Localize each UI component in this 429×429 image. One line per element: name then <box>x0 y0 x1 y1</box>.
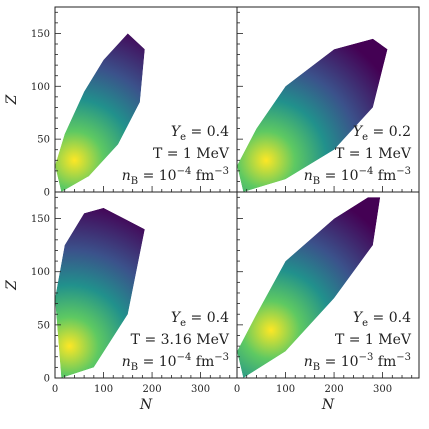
nuclear-distribution <box>55 33 145 193</box>
x-tick-label: 100 <box>276 384 295 395</box>
y-tick-label: 100 <box>31 267 50 278</box>
x-tick-label: 0 <box>52 384 58 395</box>
panel-bottom-left: 0 50 100 150 0 100 200 300 Z N Ye = 0.4 T = 3.16 Me… <box>4 191 238 413</box>
panel-bottom-right: 0 100 200 300 N Ye = 0.4 T = 1 MeV nB = 10−3 fm… <box>234 191 420 413</box>
nuclear-distribution <box>237 197 381 378</box>
annotation-line: T = 1 MeV <box>153 146 230 162</box>
annotation-line: Ye = 0.4 <box>353 310 411 329</box>
annotation-line: Ye = 0.4 <box>171 310 229 329</box>
annotation-line: Ye = 0.4 <box>171 124 229 143</box>
panels: 0 50 100 150 Z Ye = 0.4 T = 1 MeV nB = 10−4 fm−… <box>4 6 420 413</box>
y-axis-label: Z <box>4 280 20 291</box>
x-tick-label: 100 <box>94 384 113 395</box>
y-tick-label: 100 <box>31 82 50 93</box>
x-axis-label: N <box>139 397 153 413</box>
x-tick-label: 0 <box>234 384 240 395</box>
x-tick-label: 200 <box>143 384 162 395</box>
y-axis-label: Z <box>4 94 20 105</box>
annotation-line: Ye = 0.2 <box>353 124 411 143</box>
y-tick-label: 50 <box>37 320 50 331</box>
nuclear-distribution <box>237 38 388 193</box>
x-axis-label: N <box>321 397 335 413</box>
annotation-line: nB = 10−4 fm−3 <box>304 166 411 187</box>
panel-top-left: 0 50 100 150 Z Ye = 0.4 T = 1 MeV nB = 10−4 fm−… <box>4 6 238 199</box>
y-tick-label: 0 <box>44 188 50 199</box>
y-tick-label: 0 <box>44 374 50 385</box>
nuclear-distribution <box>55 207 145 378</box>
x-tick-label: 300 <box>191 384 210 395</box>
x-tick-label: 200 <box>325 384 344 395</box>
annotation-line: T = 1 MeV <box>335 146 412 162</box>
panel-top-right: Ye = 0.2 T = 1 MeV nB = 10−4 fm−3 <box>236 6 420 193</box>
annotation-line: nB = 10−3 fm−3 <box>304 352 411 373</box>
annotation-line: nB = 10−4 fm−3 <box>122 352 229 373</box>
y-tick-label: 50 <box>37 135 50 146</box>
y-tick-label: 150 <box>31 214 50 225</box>
x-tick-label: 300 <box>373 384 392 395</box>
y-tick-label: 150 <box>31 29 50 40</box>
annotation-line: nB = 10−4 fm−3 <box>122 166 229 187</box>
axes-frame <box>236 191 420 379</box>
annotation-line: T = 1 MeV <box>335 332 412 348</box>
annotation-line: T = 3.16 MeV <box>131 332 230 348</box>
